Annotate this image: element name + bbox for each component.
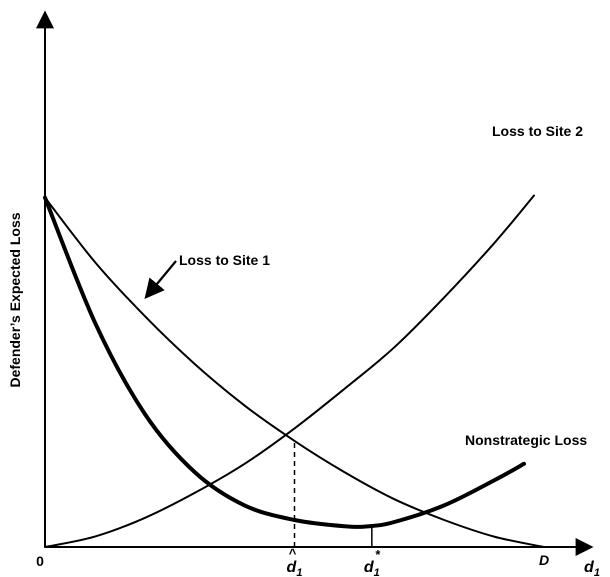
series-group bbox=[43, 194, 545, 548]
x-axis-label: d1 bbox=[584, 559, 600, 577]
x-axis-label-main: d bbox=[584, 559, 595, 576]
marker-label-main-1: d bbox=[364, 559, 375, 576]
marker-label-0: d1 bbox=[287, 559, 303, 577]
origin-label: 0 bbox=[36, 553, 44, 569]
series-line-loss-to-site-2 bbox=[44, 194, 535, 548]
marker-label-1: d1 bbox=[364, 559, 380, 577]
site1-pointer-arrow bbox=[144, 260, 177, 300]
x-axis-label-sub: 1 bbox=[594, 567, 600, 577]
x-end-label: D bbox=[539, 552, 549, 568]
marker-accent-1: * bbox=[375, 547, 381, 562]
marker-label-sub-0: 1 bbox=[296, 567, 302, 577]
marker-label-main-0: d bbox=[287, 559, 298, 576]
marker-label-sub-1: 1 bbox=[374, 567, 380, 577]
series-label-site2: Loss to Site 2 bbox=[492, 123, 583, 139]
series-label-nonstrategic: Nonstrategic Loss bbox=[465, 432, 587, 448]
marker-group: d1^d1* bbox=[287, 440, 381, 577]
series-line-nonstrategic-loss bbox=[43, 195, 526, 529]
marker-accent-0: ^ bbox=[289, 546, 297, 561]
y-axis-label: Defender’s Expected Loss bbox=[7, 212, 23, 387]
series-label-site1: Loss to Site 1 bbox=[179, 252, 270, 268]
